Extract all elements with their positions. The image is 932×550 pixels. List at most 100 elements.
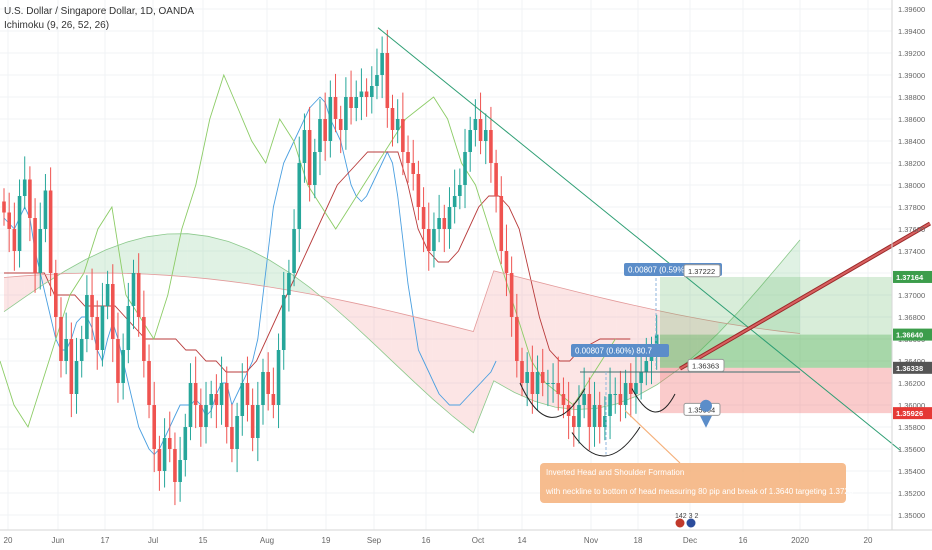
candle-body	[644, 361, 649, 372]
box-target-label-text: 1.37222	[688, 267, 715, 276]
candle-body	[126, 306, 131, 350]
flag-icon	[675, 518, 685, 528]
candle-body	[95, 317, 100, 350]
candle-body	[7, 212, 11, 229]
candle-body	[121, 350, 125, 383]
candle-body	[634, 383, 638, 394]
annotation-line1: Inverted Head and Shoulder Formation	[546, 468, 684, 477]
cloud-segment	[351, 302, 372, 342]
cloud-segment	[248, 249, 270, 287]
x-tick-label: 14	[518, 536, 527, 545]
candle-body	[64, 339, 68, 361]
candle-body	[401, 119, 405, 152]
y-tick-label: 1.39200	[898, 49, 925, 58]
candle-body	[17, 196, 22, 251]
candle-body	[276, 350, 281, 405]
indicator-label[interactable]: Ichimoku (9, 26, 52, 26)	[4, 20, 110, 31]
y-tick-label: 1.37000	[898, 291, 925, 300]
cloud-segment	[493, 270, 515, 393]
candle-body	[546, 383, 550, 384]
y-tick-label: 1.35600	[898, 445, 925, 454]
cloud-segment	[534, 281, 556, 408]
candle-body	[22, 179, 27, 196]
candle-body	[416, 174, 421, 207]
time-axis[interactable]: 20 Jun 17 Jul 15 Aug 19 Sep 16 Oct 14 Nov 18 Dec 16 202…	[0, 529, 932, 545]
flag-icon	[686, 518, 696, 528]
candle-body	[250, 405, 255, 438]
candle-body	[535, 372, 540, 394]
note-pointer	[624, 410, 681, 464]
candle-body	[261, 372, 265, 405]
candle-body	[307, 130, 312, 185]
cloud-segment	[371, 306, 392, 361]
candle-body	[235, 416, 239, 449]
candle-body	[157, 449, 162, 471]
y-tick-label: 1.36200	[898, 379, 925, 388]
candle-body	[245, 383, 250, 405]
candle-body	[390, 108, 395, 130]
y-tick-label: 1.38000	[898, 181, 925, 190]
cloud-segment	[65, 259, 86, 274]
candle-body	[116, 339, 120, 383]
candle-body	[359, 91, 364, 97]
candle-body	[421, 207, 426, 229]
x-tick-label: Nov	[584, 536, 598, 545]
candle-body	[639, 372, 643, 383]
candle-body	[561, 394, 566, 405]
candle-body	[587, 394, 592, 427]
cloud-segment	[738, 288, 760, 329]
y-tick-label: 1.36400	[898, 357, 925, 366]
candle-body	[603, 416, 607, 427]
candle-body	[494, 163, 498, 196]
y-tick-label: 1.37800	[898, 203, 925, 212]
candle-body	[551, 383, 555, 384]
candle-body	[540, 372, 545, 383]
current-price-tag	[893, 328, 932, 341]
candle-body	[2, 201, 6, 213]
candle-body	[43, 190, 48, 229]
candle-body	[214, 394, 219, 405]
entry-price-tag-text: 1.36338	[896, 364, 923, 373]
candle-body	[142, 317, 146, 361]
candle-body	[147, 361, 151, 405]
price-axis[interactable]: 1.39600 1.39400 1.39200 1.39000 1.38800 1.386…	[891, 0, 925, 530]
box-stop-label-text: 1.35964	[688, 405, 715, 414]
candle-body	[178, 460, 182, 482]
y-tick-label: 1.37400	[898, 247, 925, 256]
current-price-tag-text: 1.36640	[896, 331, 923, 340]
candle-body	[136, 273, 141, 317]
cloud-segment	[677, 314, 698, 371]
candle-body	[426, 229, 431, 251]
candle-body	[54, 273, 58, 317]
cloud-segment	[432, 321, 453, 417]
symbol-title[interactable]: U.S. Dollar / Singapore Dollar, 1D, OAND…	[4, 6, 195, 17]
candle-body	[592, 405, 597, 427]
cloud-segment	[208, 236, 229, 282]
candle-body	[432, 229, 436, 251]
y-tick-label: 1.38600	[898, 115, 925, 124]
candle-body	[48, 190, 53, 273]
x-tick-label: 17	[101, 536, 110, 545]
y-tick-label: 1.39600	[898, 5, 925, 14]
x-tick-label: Sep	[367, 536, 382, 545]
candle-body	[100, 306, 105, 350]
measurement-label: 0.00807 (0.59%) 80.7	[628, 266, 705, 275]
x-tick-label: 20	[4, 536, 13, 545]
candle-body	[167, 438, 172, 449]
x-tick-label: Dec	[683, 536, 697, 545]
candle-body	[489, 130, 493, 163]
y-tick-label: 1.37600	[898, 225, 925, 234]
candle-body	[369, 86, 374, 97]
candle-body	[623, 383, 628, 405]
head-arc	[571, 426, 641, 457]
y-tick-label: 1.38200	[898, 159, 925, 168]
candle-body	[380, 53, 384, 75]
stop-price-tag-text: 1.35926	[896, 409, 923, 418]
y-tick-label: 1.35000	[898, 511, 925, 520]
candle-body	[478, 119, 483, 141]
candle-body	[577, 405, 581, 427]
candle-body	[74, 361, 79, 394]
candle-body	[530, 372, 535, 394]
candle-body	[28, 179, 32, 218]
